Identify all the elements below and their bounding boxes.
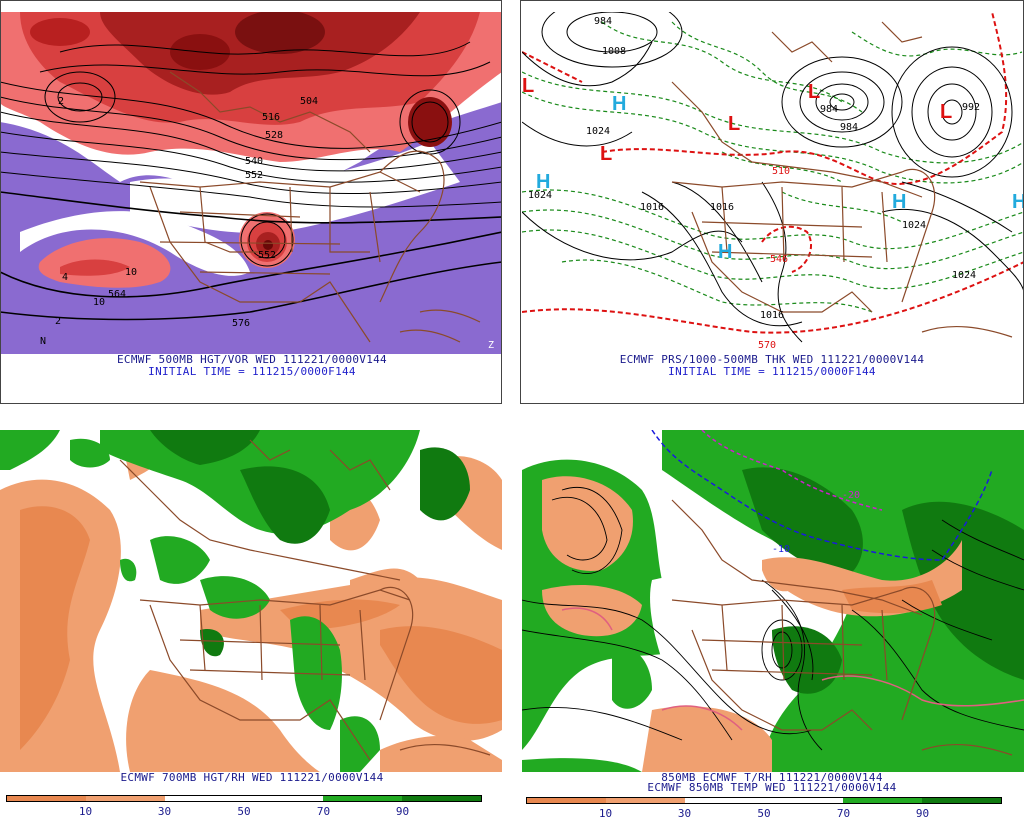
panel-frame (520, 0, 1024, 404)
isobar-label: 984 (820, 104, 838, 115)
colorbar-swatch (402, 796, 481, 801)
colorbar-swatch (764, 798, 843, 803)
isobar-label: 1016 (760, 310, 784, 321)
contour-label: N (40, 336, 46, 347)
contour-label: 552 (258, 250, 276, 261)
low-pressure-symbol: L (522, 75, 534, 97)
colorbar-tick: 10 (78, 805, 93, 818)
contour-label: 564 (108, 289, 126, 300)
colorbar-swatch (843, 798, 922, 803)
colorbar-tick: 70 (836, 807, 851, 819)
panel-subtitle: INITIAL TIME = 111215/0000F144 (148, 365, 356, 378)
colorbar-tick: 30 (677, 807, 692, 819)
colorbar-swatch (685, 798, 764, 803)
colorbar-tick: 90 (915, 807, 930, 819)
colorbar-swatch (922, 798, 1001, 803)
isobar-label: 984 (594, 16, 612, 27)
contour-label: 540 (245, 156, 263, 167)
contour-label: 576 (232, 318, 250, 329)
map-700mb-rh (0, 430, 502, 772)
thickness-label: 570 (758, 340, 776, 351)
map-pressure-thickness: H H H H H L L L L L 1024 1024 1016 1016 … (522, 12, 1024, 354)
contour-label: Z (488, 340, 494, 351)
panel-sfc-pressure-thickness: H H H H H L L L L L 1024 1024 1016 1016 … (520, 0, 1024, 404)
colorbar-tick: 50 (757, 807, 771, 819)
panel-500mb-hgt-vor: 552 540 528 516 504 576 564 10 10 2 2 N … (0, 0, 504, 404)
high-pressure-symbol: H (892, 191, 906, 213)
isobar-label: 1008 (602, 46, 626, 57)
colorbar-swatch (244, 796, 323, 801)
panel-title: ECMWF PRS/1000-500MB THK WED 111221/0000… (619, 353, 925, 366)
isobar-label: 1016 (710, 202, 734, 213)
colorbar-swatch (86, 796, 165, 801)
contour-label: 4 (62, 272, 68, 283)
isobar-label: 1016 (640, 202, 664, 213)
high-pressure-symbol: H (1012, 191, 1024, 213)
contour-label: 504 (300, 96, 318, 107)
colorbar-swatch (527, 798, 606, 803)
low-pressure-symbol: L (808, 81, 820, 103)
panel-subtitle: ECMWF 850MB TEMP WED 111221/0000V144 (647, 781, 897, 794)
contour-label: 2 (55, 316, 61, 327)
thickness-label: 546 (770, 254, 788, 265)
low-pressure-symbol: L (600, 143, 612, 165)
isobar-label: 1024 (528, 190, 552, 201)
low-pressure-symbol: L (940, 101, 952, 123)
isobar-label: 984 (840, 122, 858, 133)
isobar-label: 1024 (586, 126, 610, 137)
colorbar-swatch (323, 796, 402, 801)
isotherm-label: -20 (842, 490, 860, 501)
colorbar-swatch (606, 798, 685, 803)
panel-title: 850MB ECMWF T/RH 111221/0000V144 (661, 771, 883, 784)
contour-label: 10 (125, 267, 137, 278)
high-pressure-symbol: H (612, 93, 626, 115)
low-pressure-symbol: L (728, 113, 740, 135)
colorbar-tick: 50 (237, 805, 251, 818)
panel-title: ECMWF 700MB HGT/RH WED 111221/0000V144 (120, 771, 384, 784)
isobar-label: 992 (962, 102, 980, 113)
contour-label: 516 (262, 112, 280, 123)
contour-label: 552 (245, 170, 263, 181)
isobar-label: 1024 (952, 270, 976, 281)
map-850mb-temp-rh: -10 -20 (522, 430, 1024, 772)
colorbar-swatch (7, 796, 86, 801)
colorbar-tick: 30 (157, 805, 172, 818)
thickness-label: 510 (772, 166, 790, 177)
panel-850mb-temp-rh: -10 -20 850MB ECMWF T/RH 111221/0000V144… (520, 416, 1024, 819)
rh-colorbar (6, 795, 482, 802)
isotherm-label: -10 (772, 544, 790, 555)
high-pressure-symbol: H (536, 171, 550, 193)
panel-700mb-hgt-rh: ECMWF 700MB HGT/RH WED 111221/0000V144 1… (0, 416, 504, 819)
isobar-label: 1024 (902, 220, 926, 231)
contour-label: 10 (93, 297, 105, 308)
colorbar-tick: 70 (316, 805, 331, 818)
colorbar-tick: 90 (395, 805, 410, 818)
rh-colorbar (526, 797, 1002, 804)
colorbar-tick: 10 (598, 807, 613, 819)
panel-subtitle: INITIAL TIME = 111215/0000F144 (668, 365, 876, 378)
map-500mb-vorticity: 552 540 528 516 504 576 564 10 10 2 2 N … (0, 12, 502, 354)
contour-label: 528 (265, 130, 283, 141)
colorbar-swatch (165, 796, 244, 801)
contour-label: 2 (58, 96, 64, 107)
panel-title: ECMWF 500MB HGT/VOR WED 111221/0000V144 (117, 353, 387, 366)
panel-frame (0, 0, 502, 404)
high-pressure-symbol: H (718, 241, 732, 263)
